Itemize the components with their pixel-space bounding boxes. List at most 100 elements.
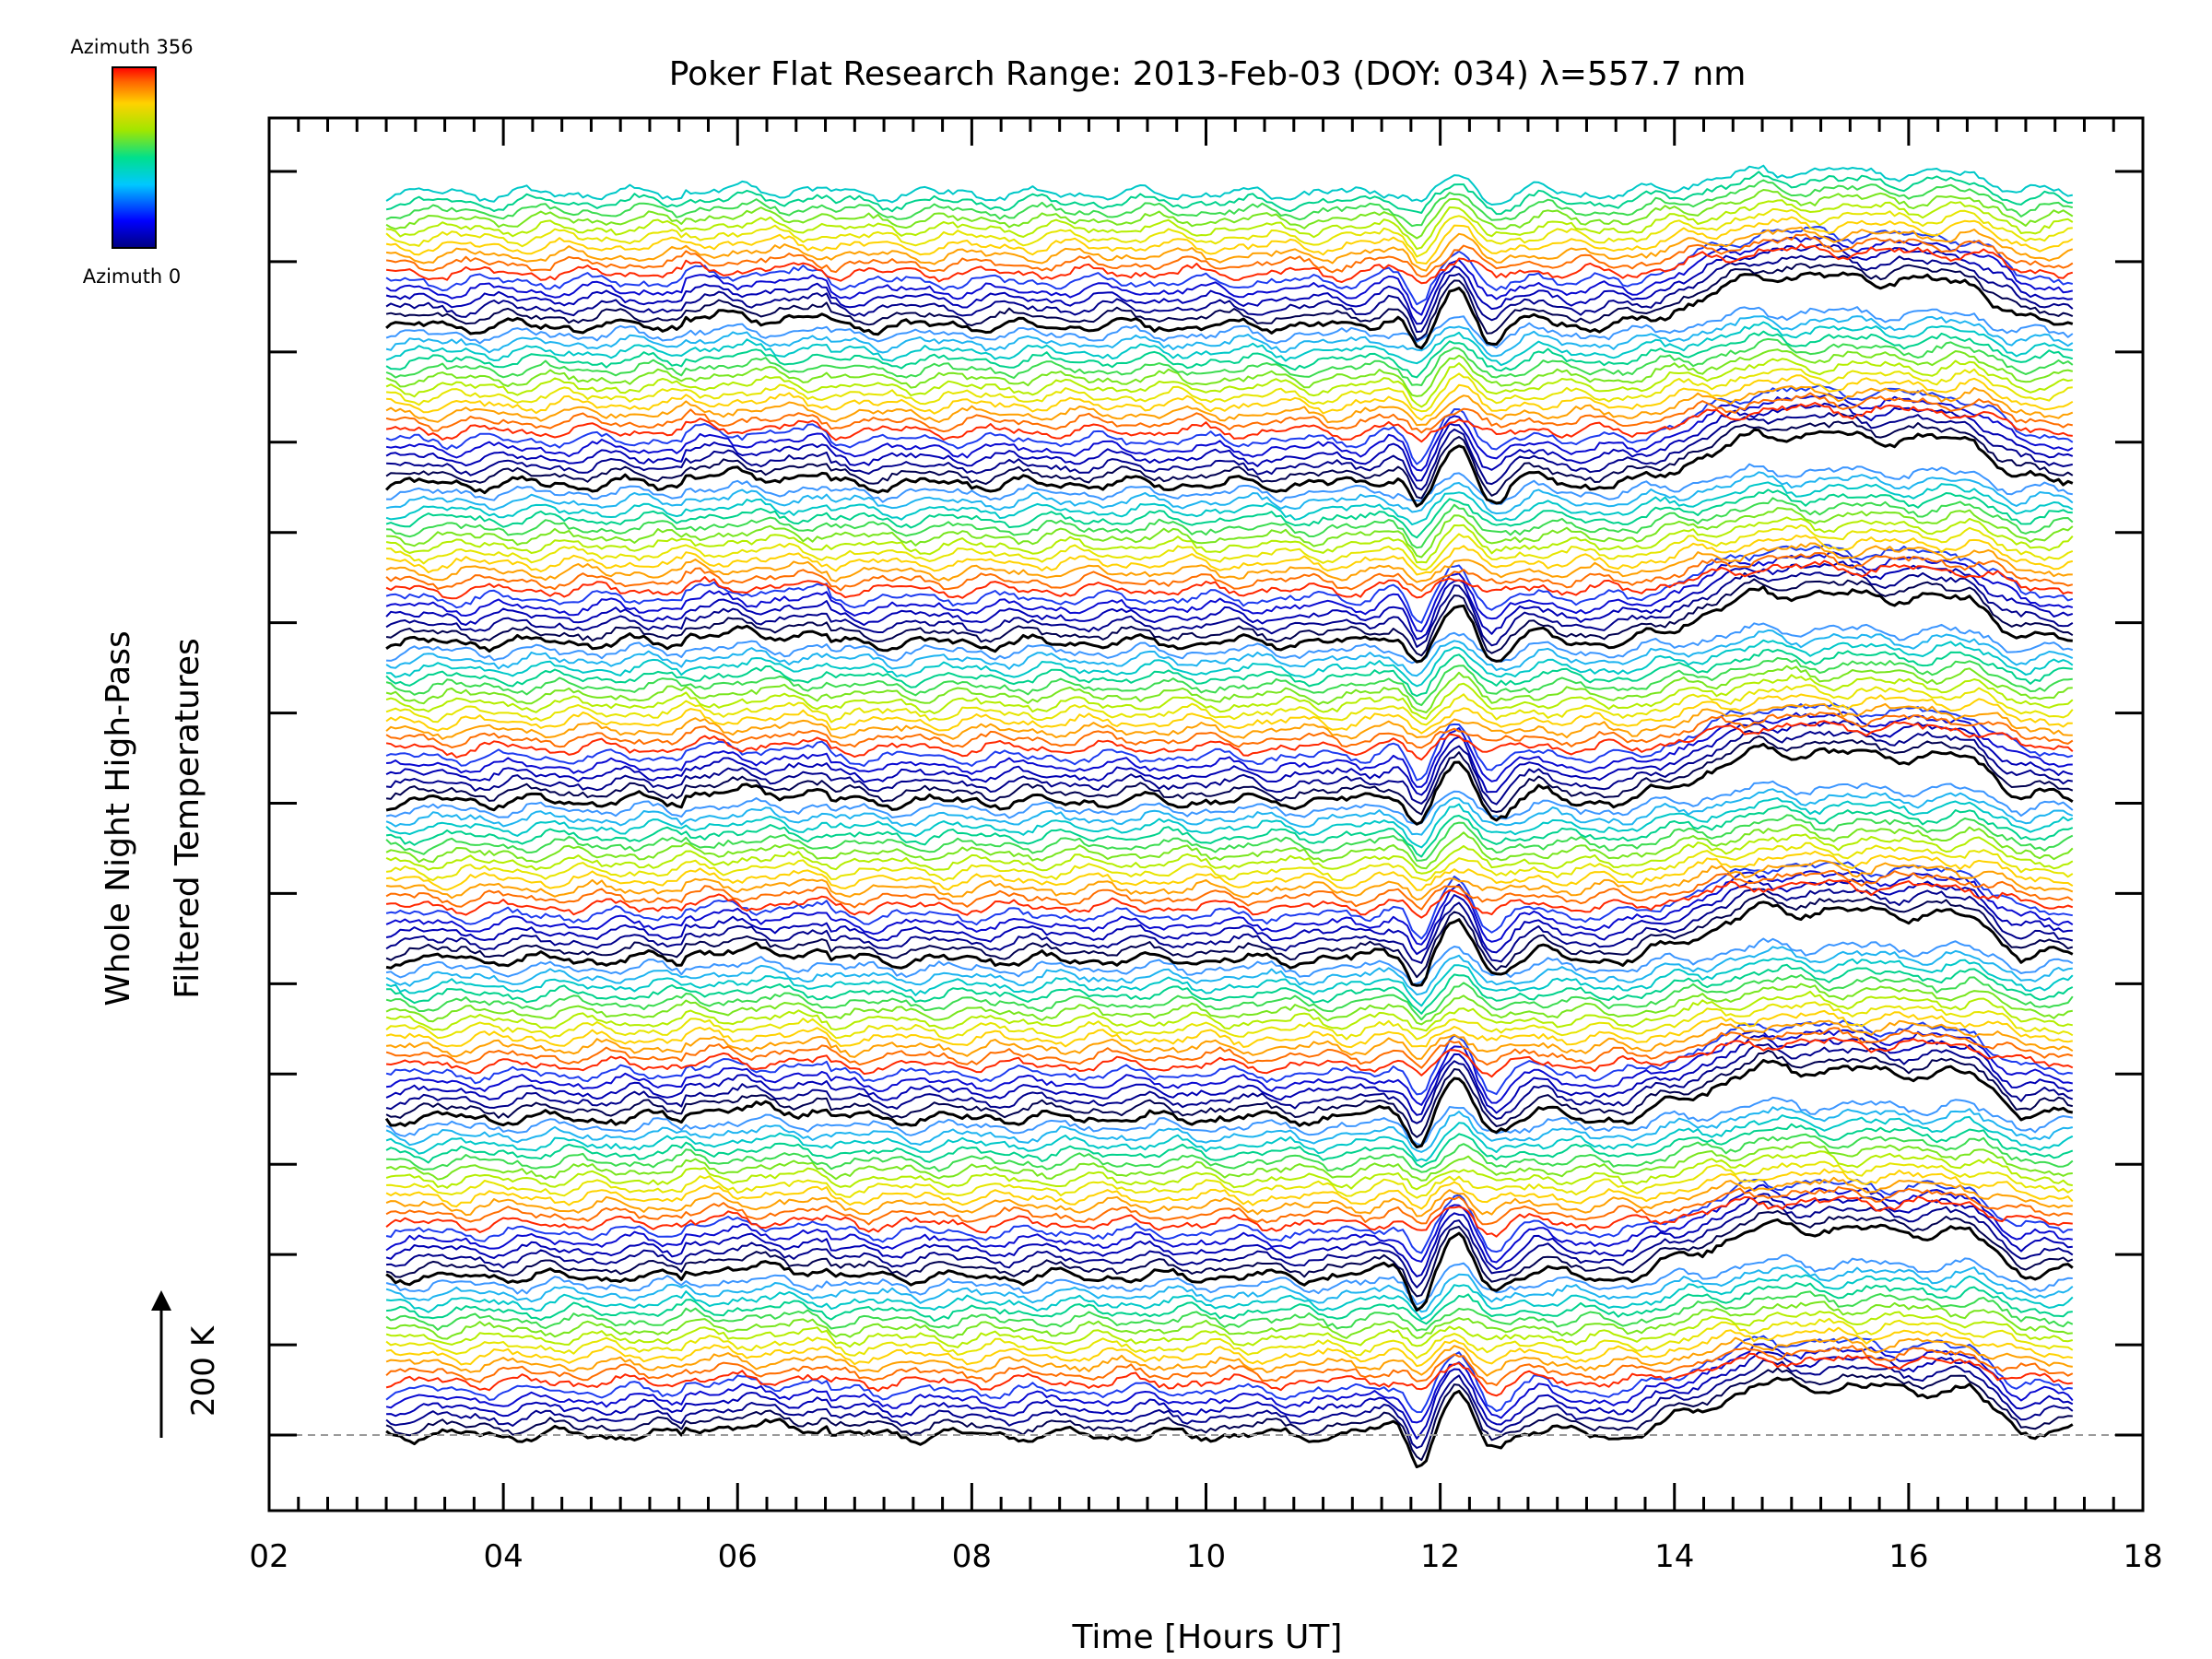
series-line [386,1133,2074,1173]
series-line [385,315,2074,358]
colorbar [112,66,157,249]
series-line [385,693,2073,735]
series-line [385,471,2074,515]
series-line [385,535,2074,576]
series-lines [384,164,2074,1469]
series-line [385,892,2074,979]
series-line [385,859,2074,901]
x-tick-label: 06 [718,1538,758,1575]
series-line [385,702,2074,782]
series-line [385,957,2074,1007]
series-line [385,1106,2074,1153]
series-line [385,665,2073,713]
series-line [385,1352,2073,1397]
series-line [385,348,2074,397]
series-line [385,712,2074,749]
x-tick-label: 08 [952,1538,992,1575]
series-line [385,1114,2074,1162]
series-line [385,648,2073,698]
series-line [385,1027,2074,1069]
series-line [385,702,2073,740]
series-line [385,824,2074,870]
series-line [385,982,2073,1026]
series-line [385,1176,2073,1218]
series-line [385,1317,2074,1359]
series-line [385,1218,2074,1312]
series-line [386,622,2074,665]
series-line [385,544,2074,624]
x-tick-label: 12 [1420,1538,1460,1575]
series-line [386,497,2074,549]
series-line [385,1141,2073,1182]
series-line [385,402,2073,443]
series-line [385,1019,2073,1096]
x-axis-label: Time [Hours UT] [1072,1618,1343,1656]
series-line [385,542,2073,583]
series-line [385,861,2073,940]
series-line [385,1150,2073,1191]
series-line [385,578,2074,657]
y-axis-label-line2: Filtered Temperatures [169,638,206,999]
series-line [385,306,2074,349]
scale-bar-arrowhead [151,1290,171,1311]
series-line [385,243,2074,285]
series-line [385,1274,2074,1321]
series-line [385,720,2074,761]
series-line [385,199,2074,251]
series-line [385,559,2073,600]
series-line [385,171,2073,216]
series-line [385,888,2074,964]
series-line [385,358,2073,408]
series-line [385,841,2074,882]
series-line [385,735,2074,816]
series-line [386,1037,2074,1078]
series-line [385,207,2073,258]
colorbar-bottom-label: Azimuth 0 [83,265,182,288]
scale-bar-label: 200 K [185,1324,222,1417]
y-axis-label-line1: Whole Night High-Pass [100,630,137,1006]
series-line [385,946,2073,996]
series-line [385,189,2074,240]
series-line [385,233,2074,278]
x-tick-label: 16 [1888,1538,1928,1575]
series-line [385,1049,2074,1138]
series-line [385,428,2074,508]
series-line [385,226,2074,306]
series-line [385,552,2074,592]
series-line [386,412,2074,491]
series-line [386,963,2074,1015]
series-line [386,1160,2074,1199]
series-line [385,684,2074,726]
series-line [385,869,2074,911]
series-line [386,368,2073,413]
series-line [385,585,2073,664]
chart-title: Poker Flat Research Range: 2013-Feb-03 (… [669,55,1747,93]
series-line [386,524,2074,571]
series-line [385,900,2074,987]
series-line [385,254,2074,334]
series-line [386,507,2074,559]
series-line [385,488,2073,539]
series-line [385,164,2074,206]
series-line [385,870,2074,946]
series-line [385,1034,2074,1116]
series-line [385,1265,2074,1313]
series-line [385,1193,2073,1277]
series-line [385,1043,2074,1124]
series-line [386,374,2074,421]
series-line [385,263,2074,341]
series-line [385,1029,2074,1106]
series-line [385,392,2074,434]
series-line [385,226,2074,272]
series-line [385,385,2074,427]
series-line [385,551,2074,633]
series-line [385,1123,2074,1169]
series-line [385,1290,2074,1332]
series-line [385,337,2074,386]
x-tick-label: 04 [483,1538,523,1575]
series-line [385,1345,2074,1386]
series-line [385,1183,2073,1264]
series-line [385,383,2074,465]
series-line [385,878,2074,919]
series-line [385,629,2074,677]
